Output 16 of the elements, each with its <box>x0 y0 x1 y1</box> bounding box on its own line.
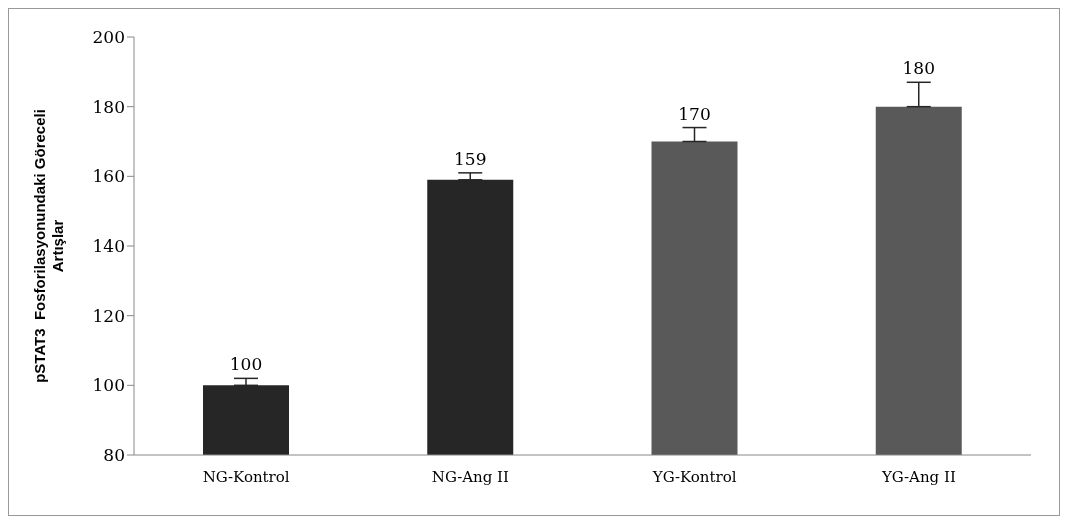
y-tick-label: 80 <box>103 445 125 466</box>
data-label: 159 <box>454 148 487 169</box>
data-label: 180 <box>902 58 935 79</box>
y-tick-label: 140 <box>92 236 125 257</box>
data-label: 100 <box>229 354 263 375</box>
x-tick-label: YG-Ang II <box>880 467 956 486</box>
data-label: 170 <box>678 103 711 124</box>
x-tick-label: NG-Kontrol <box>202 467 290 486</box>
y-tick-label: 160 <box>92 166 125 187</box>
y-tick-label: 180 <box>92 96 125 117</box>
y-tick-label: 200 <box>92 27 125 48</box>
x-tick-label: YG-Kontrol <box>651 467 737 486</box>
y-axis-title: pSTAT3 Fosforilasyonundaki Göreceli Artışlar <box>31 109 66 383</box>
y-tick-label: 100 <box>92 375 125 396</box>
y-tick-label: 120 <box>92 305 125 326</box>
x-tick-label: NG-Ang II <box>431 467 510 486</box>
